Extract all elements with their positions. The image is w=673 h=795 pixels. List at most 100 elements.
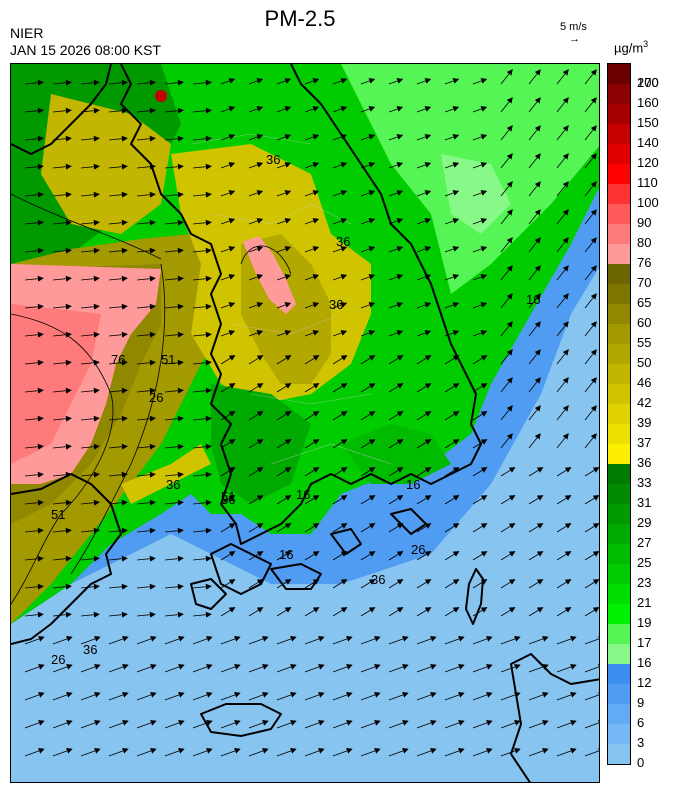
contour-label: 36 bbox=[329, 297, 343, 312]
wind-arrow-icon bbox=[360, 720, 381, 729]
wind-arrow-icon bbox=[472, 523, 488, 533]
contour-label: 36 bbox=[266, 152, 280, 167]
wind-arrow-icon bbox=[332, 495, 348, 505]
colorbar-swatch bbox=[608, 324, 630, 344]
wind-arrow-icon bbox=[80, 555, 100, 562]
wind-arrow-icon bbox=[416, 274, 432, 281]
wind-arrow-icon bbox=[556, 405, 569, 421]
wind-arrow-icon bbox=[24, 555, 44, 562]
wind-arrow-icon bbox=[332, 579, 348, 589]
wind-arrow-icon bbox=[388, 246, 404, 253]
colorbar-tick-label: 0 bbox=[637, 755, 645, 770]
wind-arrow-icon bbox=[164, 555, 184, 562]
wind-arrow-icon bbox=[388, 383, 404, 393]
colorbar-tick-label: 80 bbox=[637, 235, 652, 250]
wind-arrow-icon bbox=[24, 163, 44, 170]
wind-arrow-icon bbox=[304, 246, 320, 253]
wind-arrow-icon bbox=[108, 79, 128, 86]
wind-arrow-icon bbox=[136, 748, 157, 757]
wind-arrow-icon bbox=[192, 275, 212, 282]
wind-arrow-icon bbox=[416, 636, 437, 645]
wind-arrow-icon bbox=[248, 355, 264, 365]
wind-arrow-icon bbox=[248, 411, 264, 421]
wind-arrow-icon bbox=[360, 134, 376, 141]
wind-arrow-icon bbox=[52, 135, 72, 142]
wind-arrow-icon bbox=[332, 218, 348, 225]
wind-arrow-icon bbox=[332, 246, 348, 253]
wind-arrow-icon bbox=[248, 106, 264, 113]
wind-arrow-icon bbox=[472, 748, 493, 757]
wind-arrow-icon bbox=[584, 664, 599, 673]
wind-arrow-icon bbox=[136, 331, 156, 338]
wind-arrow-icon bbox=[164, 163, 184, 170]
wind-arrow-icon bbox=[500, 153, 513, 169]
wind-arrow-icon bbox=[304, 636, 325, 645]
wind-arrow-icon bbox=[584, 237, 597, 253]
wind-arrow-icon bbox=[164, 275, 184, 282]
wind-arrow-icon bbox=[360, 607, 376, 617]
wind-arrow-icon bbox=[472, 383, 488, 393]
wind-arrow-icon bbox=[52, 583, 72, 590]
wind-arrow-icon bbox=[304, 720, 325, 729]
wind-arrow-icon bbox=[388, 274, 404, 281]
wind-arrow-icon bbox=[192, 527, 212, 534]
wind-arrow-icon bbox=[164, 499, 184, 506]
colorbar-swatch bbox=[608, 724, 630, 744]
wind-arrow-icon bbox=[80, 499, 100, 506]
colorbar-tick-label: 19 bbox=[637, 615, 652, 630]
colorbar-swatch bbox=[608, 244, 630, 264]
wind-arrow-icon bbox=[444, 692, 465, 701]
colorbar-tick-label: 100 bbox=[637, 195, 659, 210]
wind-arrow-icon bbox=[472, 607, 488, 617]
wind-arrow-icon bbox=[444, 579, 460, 589]
wind-arrow-icon bbox=[388, 720, 409, 729]
wind-arrow-icon bbox=[276, 383, 292, 393]
wind-arrow-icon bbox=[332, 330, 348, 337]
wind-arrow-icon bbox=[500, 636, 521, 645]
wind-arrow-icon bbox=[472, 274, 488, 281]
wind-arrow-icon bbox=[416, 190, 432, 197]
wind-arrow-icon bbox=[388, 134, 404, 141]
wind-arrow-icon bbox=[584, 265, 597, 281]
wind-arrow-icon bbox=[416, 439, 432, 449]
wind-arrow-icon bbox=[164, 387, 184, 394]
wind-arrow-icon bbox=[332, 523, 348, 533]
contour-label: 26 bbox=[411, 542, 425, 557]
wind-arrow-icon bbox=[108, 748, 129, 757]
wind-arrow-icon bbox=[192, 555, 212, 562]
contour-label: 26 bbox=[149, 390, 163, 405]
wind-arrow-icon bbox=[276, 218, 292, 225]
wind-arrow-icon bbox=[528, 237, 541, 253]
wind-arrow-icon bbox=[360, 355, 376, 365]
wind-arrow-icon bbox=[472, 664, 493, 673]
wind-arrow-icon bbox=[192, 583, 212, 590]
wind-arrow-icon bbox=[304, 664, 325, 673]
wind-arrow-icon bbox=[52, 247, 72, 254]
wind-arrow-icon bbox=[164, 611, 184, 618]
wind-arrow-icon bbox=[24, 191, 44, 198]
wind-arrow-icon bbox=[332, 720, 353, 729]
colorbar-swatch bbox=[608, 744, 630, 764]
wind-arrow-icon bbox=[52, 359, 72, 366]
wind-arrow-icon bbox=[24, 107, 44, 114]
wind-arrow-icon bbox=[500, 69, 513, 85]
wind-arrow-icon bbox=[416, 78, 432, 85]
wind-arrow-icon bbox=[108, 611, 128, 618]
wind-arrow-icon bbox=[388, 692, 409, 701]
wind-arrow-icon bbox=[388, 162, 404, 169]
wind-arrow-icon bbox=[472, 218, 488, 225]
wind-arrow-icon bbox=[108, 471, 128, 478]
wind-arrow-icon bbox=[52, 636, 73, 645]
wind-arrow-icon bbox=[80, 135, 100, 142]
wind-arrow-icon bbox=[164, 692, 185, 701]
wind-arrow-icon bbox=[192, 163, 212, 170]
wind-arrow-icon bbox=[108, 331, 128, 338]
wind-arrow-icon bbox=[360, 106, 376, 113]
wind-arrow-icon bbox=[556, 433, 569, 449]
wind-arrow-icon bbox=[220, 495, 236, 505]
wind-arrow-icon bbox=[472, 692, 493, 701]
wind-arrow-icon bbox=[500, 664, 521, 673]
wind-arrow-icon bbox=[388, 551, 404, 561]
colorbar-swatch bbox=[608, 464, 630, 484]
wind-arrow-icon bbox=[416, 162, 432, 169]
